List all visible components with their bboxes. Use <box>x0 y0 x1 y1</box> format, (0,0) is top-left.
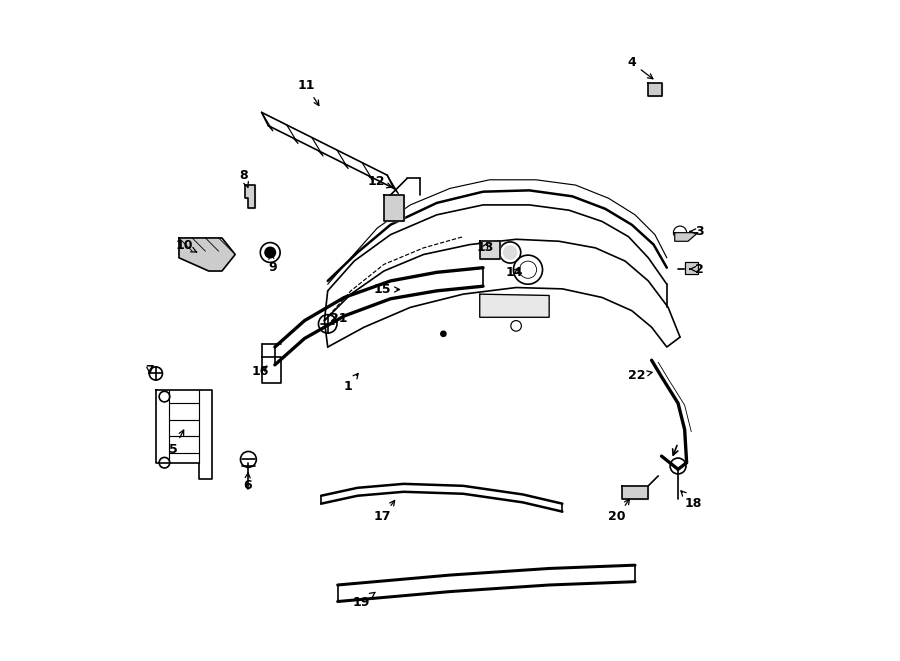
Polygon shape <box>245 185 255 208</box>
Text: 14: 14 <box>506 266 524 279</box>
Polygon shape <box>622 486 648 499</box>
Polygon shape <box>648 83 662 96</box>
Text: 12: 12 <box>367 175 392 188</box>
Text: 2: 2 <box>690 262 704 276</box>
Text: 4: 4 <box>627 56 652 79</box>
Text: 16: 16 <box>252 365 269 378</box>
Polygon shape <box>480 294 549 317</box>
Text: 19: 19 <box>352 592 375 609</box>
Text: 7: 7 <box>145 364 154 377</box>
Polygon shape <box>384 195 404 221</box>
Text: 5: 5 <box>169 430 184 456</box>
Polygon shape <box>179 238 235 271</box>
Text: 6: 6 <box>243 473 251 492</box>
Text: 3: 3 <box>690 225 704 238</box>
Text: 22: 22 <box>628 369 652 382</box>
Circle shape <box>265 247 275 258</box>
Text: 15: 15 <box>374 283 400 296</box>
Circle shape <box>503 246 517 259</box>
Text: 21: 21 <box>330 312 347 325</box>
Text: 1: 1 <box>343 373 358 393</box>
Text: 18: 18 <box>681 491 702 510</box>
Polygon shape <box>675 233 698 241</box>
Polygon shape <box>685 262 698 274</box>
Text: 20: 20 <box>608 499 629 524</box>
Text: 8: 8 <box>238 169 248 187</box>
Circle shape <box>441 331 446 336</box>
Text: 13: 13 <box>476 241 494 254</box>
Text: 9: 9 <box>268 254 277 274</box>
Polygon shape <box>480 241 500 259</box>
Text: 10: 10 <box>176 239 196 253</box>
Text: 11: 11 <box>298 79 319 106</box>
Text: 17: 17 <box>374 500 395 524</box>
